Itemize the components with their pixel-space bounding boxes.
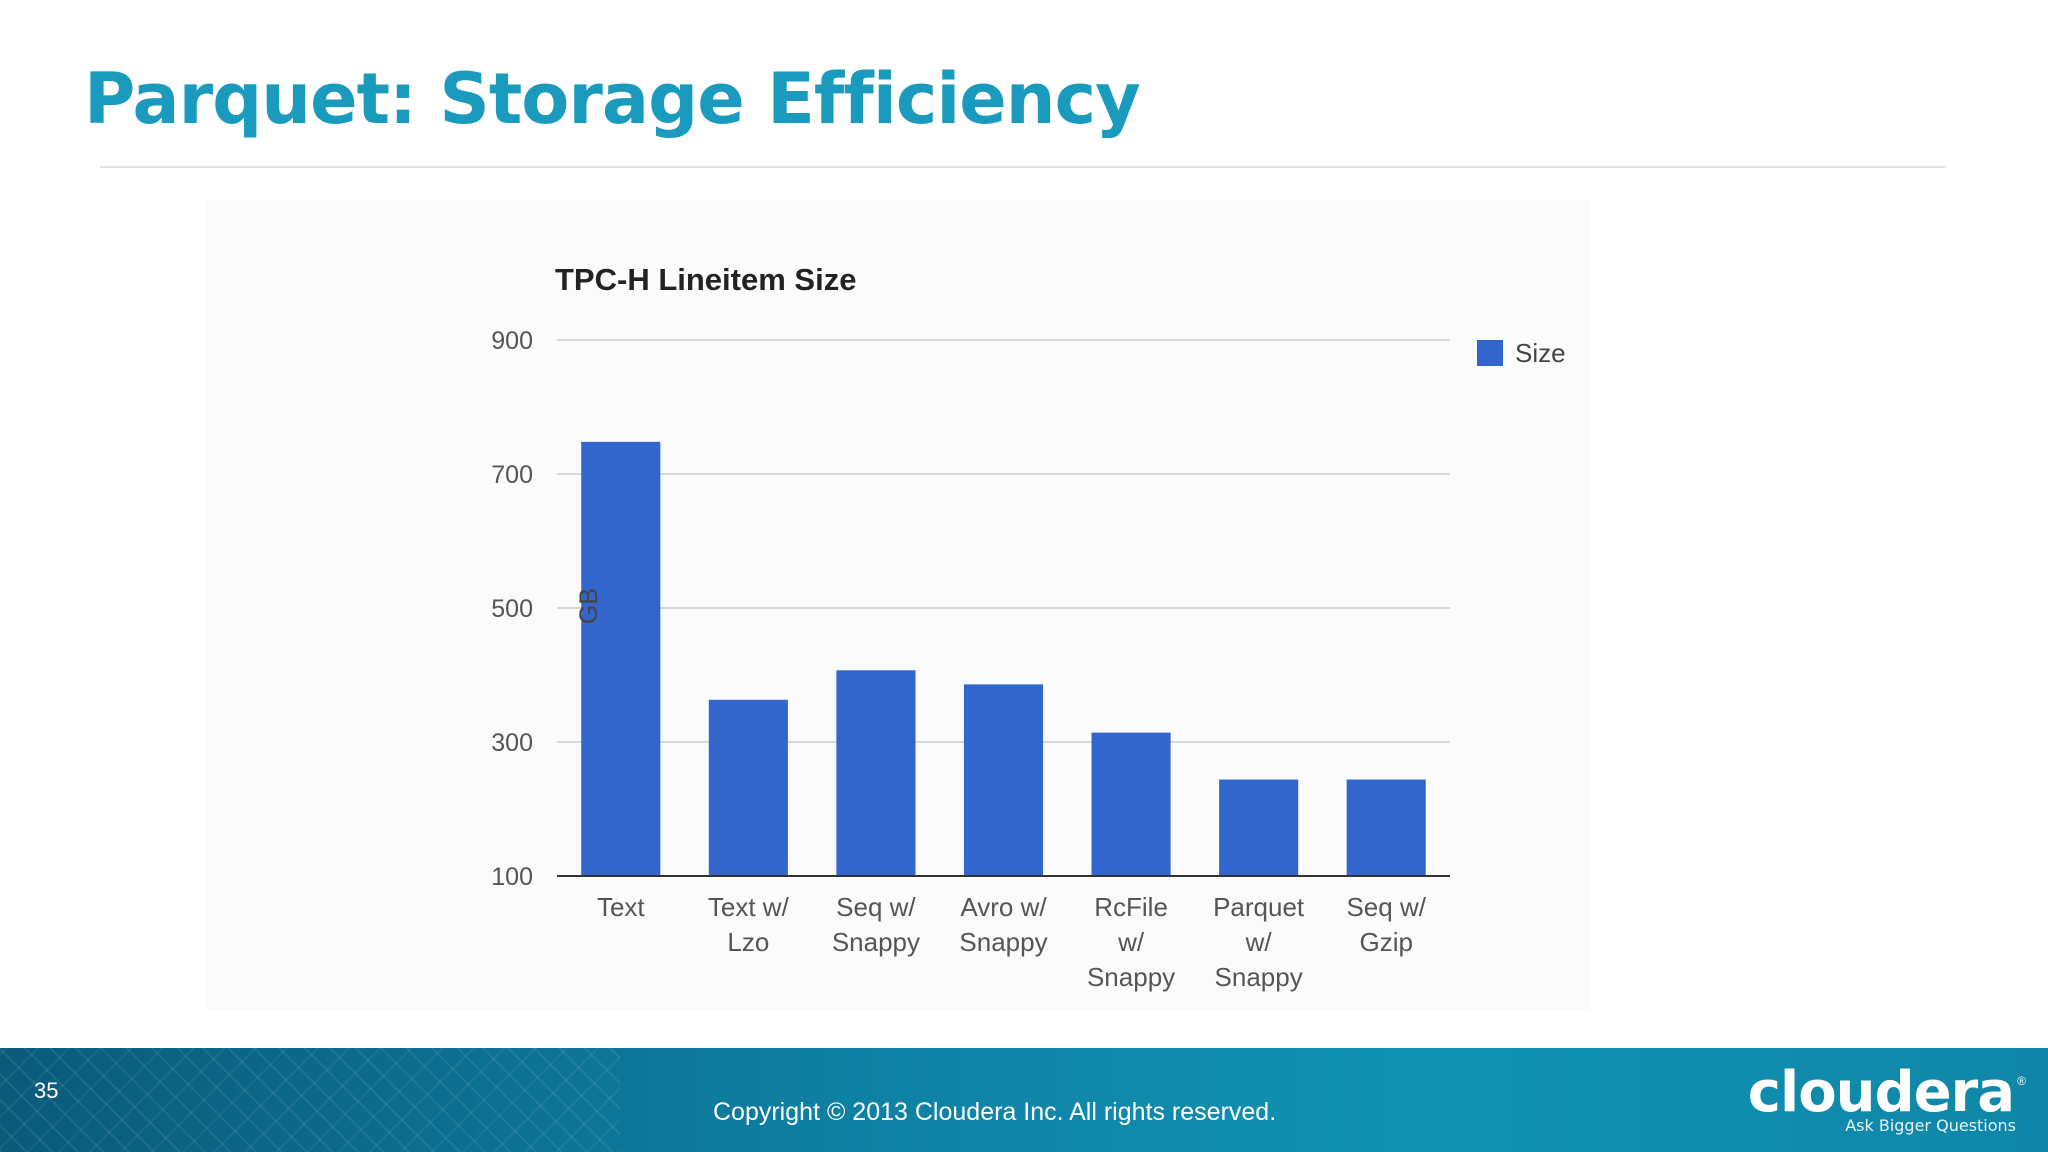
cloudera-logo: cloudera ® Ask Bigger Questions [1748,1060,2026,1140]
bar [963,684,1044,876]
y-tick-label: 300 [491,729,533,757]
bar [1091,732,1171,876]
bar [1346,779,1426,876]
chart-panel: TPC-H Lineitem Size 100 300 500 700 900 Text… [205,200,1590,1010]
title-divider [100,166,1946,168]
brand-registered-mark: ® [2017,1074,2026,1088]
x-tick-label: Text [597,892,645,922]
bar [581,441,661,876]
x-tick-label: Seq w/Gzip [1346,892,1426,957]
y-tick-labels: 100 300 500 700 900 [491,327,533,891]
y-tick-label: 700 [491,461,533,489]
legend-label: Size [1515,338,1566,368]
x-tick-label: Avro w/Snappy [959,892,1047,957]
legend: Size [1477,338,1566,368]
bars [581,441,1426,876]
footer-bar [0,1048,2048,1152]
x-tick-labels: Text Text w/Lzo Seq w/Snappy Avro w/Snappy R… [597,892,1427,992]
bar [836,670,916,876]
legend-swatch [1477,340,1503,366]
brand-name: cloudera [1747,1060,2015,1125]
y-tick-label: 500 [491,595,533,623]
page-number: 35 [34,1078,59,1103]
footer-pattern [0,1048,620,1152]
y-tick-label: 900 [491,327,533,355]
gridlines [557,339,1450,743]
x-tick-label: Text w/Lzo [708,892,790,957]
bar [1219,779,1299,876]
bar [708,699,788,876]
slide-title: Parquet: Storage Efficiency [84,58,1141,140]
copyright-text: Copyright © 2013 Cloudera Inc. All right… [713,1098,1277,1126]
chart-title: TPC-H Lineitem Size [555,262,856,297]
x-tick-label: RcFile w/Snappy [1087,892,1175,992]
y-axis-label: GB [575,588,603,624]
y-tick-label: 100 [491,863,533,891]
x-tick-label: Seq w/Snappy [832,892,920,957]
bar-chart: TPC-H Lineitem Size 100 300 500 700 900 Text… [491,262,1566,992]
x-tick-label: Parquet w/Snappy [1213,892,1305,992]
brand-tagline: Ask Bigger Questions [1845,1116,2016,1135]
